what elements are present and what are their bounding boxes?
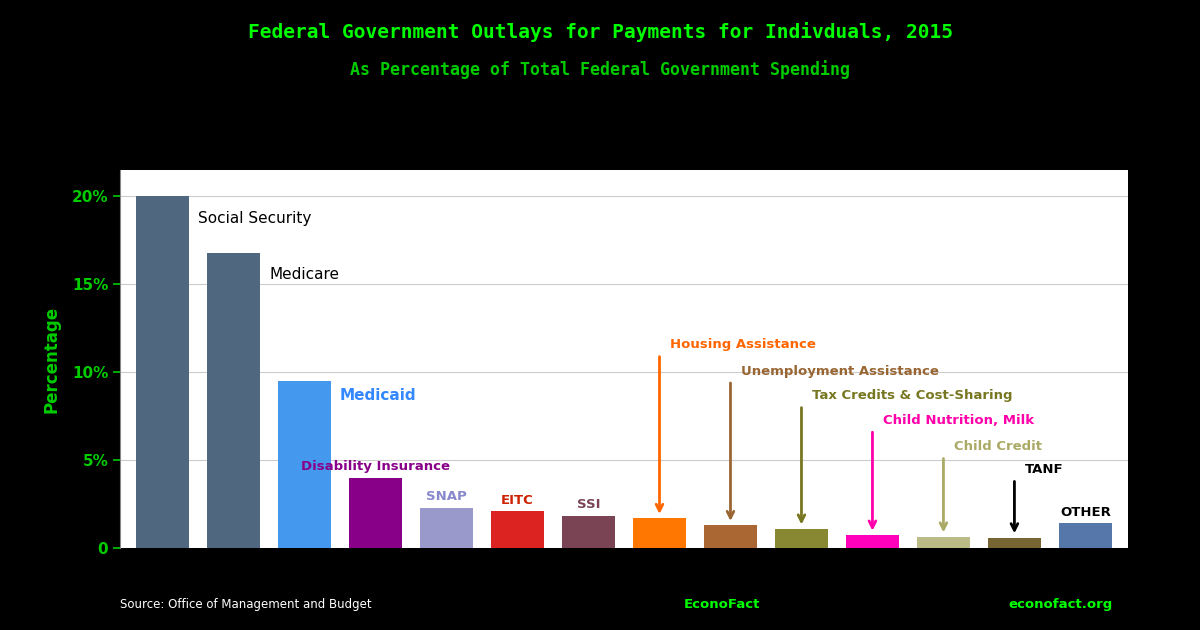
Text: Medicaid: Medicaid xyxy=(340,388,416,403)
Text: SNAP: SNAP xyxy=(426,490,467,503)
Text: econofact.org: econofact.org xyxy=(1008,598,1112,611)
Text: Child Nutrition, Milk: Child Nutrition, Milk xyxy=(883,414,1034,427)
Bar xyxy=(420,508,473,548)
Text: Source: Office of Management and Budget: Source: Office of Management and Budget xyxy=(120,598,372,611)
Bar xyxy=(136,197,190,548)
Text: SSI: SSI xyxy=(577,498,600,511)
Bar xyxy=(917,537,970,548)
Text: Unemployment Assistance: Unemployment Assistance xyxy=(742,365,940,377)
Text: EITC: EITC xyxy=(502,494,534,507)
Bar xyxy=(704,525,757,548)
Text: Tax Credits & Cost-Sharing: Tax Credits & Cost-Sharing xyxy=(812,389,1013,402)
Y-axis label: Percentage: Percentage xyxy=(42,306,60,413)
Bar xyxy=(988,537,1042,548)
Bar xyxy=(632,518,686,548)
Text: EconoFact: EconoFact xyxy=(684,598,761,611)
Text: Disability Insurance: Disability Insurance xyxy=(301,461,450,473)
Text: Housing Assistance: Housing Assistance xyxy=(670,338,816,351)
Bar xyxy=(349,478,402,548)
Text: Medicare: Medicare xyxy=(269,266,340,282)
Text: Federal Government Outlays for Payments for Indivduals, 2015: Federal Government Outlays for Payments … xyxy=(247,22,953,42)
Bar xyxy=(775,529,828,548)
Text: Social Security: Social Security xyxy=(198,210,312,226)
Text: As Percentage of Total Federal Government Spending: As Percentage of Total Federal Governmen… xyxy=(350,60,850,79)
Text: Child Credit: Child Credit xyxy=(954,440,1042,453)
Bar xyxy=(206,253,260,548)
Bar xyxy=(562,515,616,548)
Bar xyxy=(278,381,331,548)
Bar xyxy=(1058,524,1112,548)
Bar xyxy=(846,535,899,548)
Text: TANF: TANF xyxy=(1025,463,1063,476)
Text: OTHER: OTHER xyxy=(1060,506,1111,519)
Bar xyxy=(491,511,544,548)
